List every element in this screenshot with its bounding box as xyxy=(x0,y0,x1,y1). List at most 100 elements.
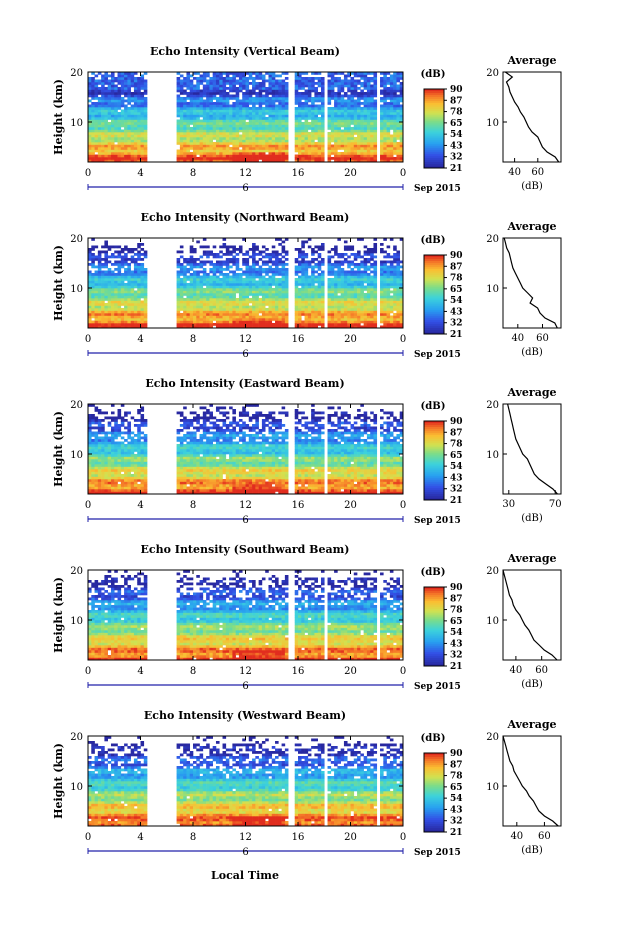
heatmap-cell xyxy=(252,270,256,274)
heatmap-cell xyxy=(189,79,194,83)
heatmap-cell xyxy=(176,303,181,306)
heatmap-cell xyxy=(298,323,302,326)
heatmap-cell xyxy=(301,290,305,294)
heatmap-cell xyxy=(399,303,404,306)
heatmap-cell xyxy=(91,109,95,113)
heatmap-cell xyxy=(114,109,118,113)
heatmap-cell xyxy=(199,318,204,321)
colorbar-segment xyxy=(424,110,444,114)
heatmap-cell xyxy=(350,313,355,316)
heatmap-cell xyxy=(360,303,364,306)
heatmap-cell xyxy=(140,285,145,289)
heatmap-cell xyxy=(275,97,279,100)
heatmap-cell xyxy=(137,290,141,294)
heatmap-cell xyxy=(380,104,384,108)
heatmap-cell xyxy=(343,159,348,163)
heatmap-cell xyxy=(389,79,394,83)
heatmap-cell xyxy=(350,278,355,281)
heatmap-cell xyxy=(238,134,243,138)
heatmap-cell xyxy=(94,119,99,123)
heatmap-cell xyxy=(114,144,118,148)
heatmap-cell xyxy=(235,325,240,329)
heatmap-cell xyxy=(399,124,404,128)
heatmap-cell xyxy=(117,305,122,309)
heatmap-cell xyxy=(245,157,250,160)
heatmap-cell xyxy=(248,268,253,271)
heatmap-cell xyxy=(117,107,122,110)
heatmap-cell xyxy=(366,94,371,98)
heatmap-cell xyxy=(120,280,125,284)
heatmap-cell xyxy=(258,89,263,93)
heatmap-cell xyxy=(183,92,187,95)
heatmap-cell xyxy=(225,117,230,120)
heatmap-cell xyxy=(347,275,351,279)
heatmap-cell xyxy=(298,99,302,103)
heatmap-cell xyxy=(222,260,227,264)
heatmap-cell xyxy=(183,298,187,301)
heatmap-cell xyxy=(179,102,184,105)
heatmap-cell xyxy=(196,129,200,133)
heatmap-cell xyxy=(360,310,364,314)
heatmap-cell xyxy=(327,295,332,299)
heatmap-cell xyxy=(97,157,102,160)
heatmap-cell xyxy=(353,323,358,326)
heatmap-cell xyxy=(301,122,305,125)
heatmap-cell xyxy=(143,303,148,306)
heatmap-cell xyxy=(88,318,92,321)
heatmap-cell xyxy=(255,290,259,294)
heatmap-cell xyxy=(222,92,227,95)
heatmap-cell xyxy=(183,152,187,155)
heatmap-cell xyxy=(334,72,338,75)
heatmap-cell xyxy=(366,268,371,271)
heatmap-cell xyxy=(327,293,332,296)
heatmap-cell xyxy=(357,288,361,291)
heatmap-cell xyxy=(281,144,286,148)
heatmap-cell xyxy=(357,298,361,301)
heatmap-cell xyxy=(137,79,141,83)
heatmap-cell xyxy=(120,325,125,329)
heatmap-cell xyxy=(337,109,341,113)
heatmap-cell xyxy=(275,323,279,326)
heatmap-cell xyxy=(370,92,374,95)
heatmap-cell xyxy=(193,273,197,276)
heatmap-cell xyxy=(350,114,355,118)
heatmap-cell xyxy=(176,114,181,118)
heatmap-cell xyxy=(317,144,322,148)
heatmap-cell xyxy=(242,124,246,128)
heatmap-cell xyxy=(265,260,269,264)
heatmap-cell xyxy=(265,144,269,148)
heatmap-cell xyxy=(110,74,115,78)
heatmap-cell xyxy=(307,124,312,128)
heatmap-cell xyxy=(268,258,273,261)
heatmap-cell xyxy=(357,323,361,326)
heatmap-cell xyxy=(340,275,345,279)
heatmap-cell xyxy=(307,79,312,83)
heatmap-cell xyxy=(242,129,246,133)
heatmap-cell xyxy=(294,84,299,88)
heatmap-cell xyxy=(396,149,401,153)
heatmap-cell xyxy=(373,270,378,274)
heatmap-cell xyxy=(137,300,141,304)
heatmap-cell xyxy=(199,149,204,153)
heatmap-cell xyxy=(183,79,187,83)
heatmap-cell xyxy=(91,273,95,276)
heatmap-cell xyxy=(265,92,269,95)
heatmap-cell xyxy=(140,94,145,98)
heatmap-cell xyxy=(304,92,309,95)
heatmap-cell xyxy=(370,139,374,143)
heatmap-cell xyxy=(248,318,253,321)
heatmap-cell xyxy=(124,325,128,329)
heatmap-cell xyxy=(252,119,256,123)
heatmap-cell xyxy=(268,79,273,83)
heatmap-cell xyxy=(366,99,371,103)
heatmap-cell xyxy=(91,77,95,80)
heatmap-cell xyxy=(363,97,368,100)
heatmap-cell xyxy=(94,290,99,294)
heatmap-cell xyxy=(179,305,184,309)
heatmap-cell xyxy=(202,149,207,153)
heatmap-cell xyxy=(366,300,371,304)
heatmap-cell xyxy=(242,147,246,150)
heatmap-cell xyxy=(347,87,351,90)
heatmap-cell xyxy=(186,263,191,266)
heatmap-cell xyxy=(229,84,233,88)
